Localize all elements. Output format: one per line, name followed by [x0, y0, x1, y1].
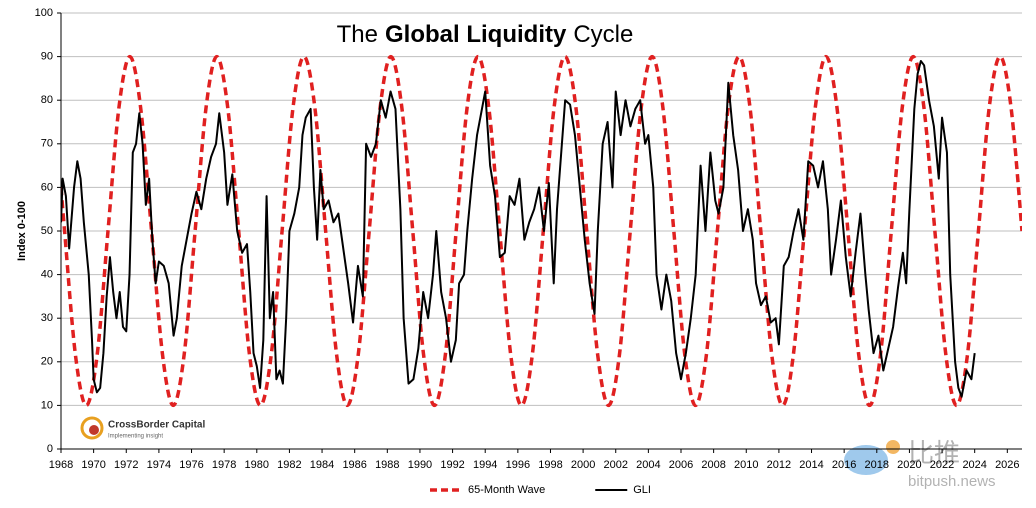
x-tick-label: 2018 — [865, 459, 889, 471]
series-line — [61, 59, 976, 398]
legend-label: 65-Month Wave — [468, 484, 545, 496]
x-tick-label: 1980 — [245, 459, 269, 471]
x-tick-label: 1994 — [473, 459, 497, 471]
x-tick-label: 2016 — [832, 459, 856, 471]
title-part: Global Liquidity — [385, 21, 567, 48]
x-tick-label: 2002 — [603, 459, 627, 471]
x-tick-label: 2010 — [734, 459, 758, 471]
x-tick-label: 2008 — [701, 459, 725, 471]
x-tick-label: 2006 — [669, 459, 693, 471]
logo: CrossBorder Capital Implementing insight — [80, 416, 205, 440]
watermark-site: bitpush.news — [908, 473, 996, 490]
watermark-icon — [886, 440, 900, 454]
y-tick-label: 90 — [41, 51, 53, 63]
y-tick-label: 30 — [41, 312, 53, 324]
logo-tagline: Implementing insight — [108, 434, 163, 440]
x-tick-label: 2024 — [962, 459, 986, 471]
x-tick-label: 1988 — [375, 459, 399, 471]
logo-icon — [80, 416, 104, 440]
x-tick-label: 1992 — [440, 459, 464, 471]
y-tick-label: 40 — [41, 269, 53, 281]
logo-name: CrossBorder Capital — [108, 420, 205, 431]
logo-icon — [89, 425, 99, 435]
y-tick-label: 10 — [41, 399, 53, 411]
x-tick-label: 2026 — [995, 459, 1019, 471]
series-line — [61, 54, 1022, 408]
x-tick-label: 1996 — [506, 459, 530, 471]
chart-title: The Global Liquidity Cycle — [337, 21, 634, 48]
x-tick-label: 1982 — [277, 459, 301, 471]
y-tick-label: 70 — [41, 138, 53, 150]
x-tick-label: 2022 — [930, 459, 954, 471]
x-tick-label: 1986 — [342, 459, 366, 471]
y-axis-label: Index 0-100 — [16, 201, 28, 261]
legend-label: GLI — [633, 484, 651, 496]
x-tick-label: 1968 — [49, 459, 73, 471]
x-tick-label: 1990 — [408, 459, 432, 471]
y-tick-label: 100 — [35, 7, 53, 19]
x-tick-label: 1976 — [179, 459, 203, 471]
title-part: The — [337, 21, 378, 48]
x-tick-label: 2004 — [636, 459, 660, 471]
y-tick-label: 20 — [41, 356, 53, 368]
x-tick-label: 1970 — [81, 459, 105, 471]
y-tick-label: 80 — [41, 94, 53, 106]
x-tick-label: 2020 — [897, 459, 921, 471]
x-tick-label: 1972 — [114, 459, 138, 471]
y-tick-label: 0 — [47, 443, 53, 455]
y-tick-label: 50 — [41, 225, 53, 237]
x-tick-label: 1978 — [212, 459, 236, 471]
x-tick-label: 1974 — [147, 459, 171, 471]
title-part: Cycle — [573, 21, 633, 48]
x-tick-label: 1984 — [310, 459, 334, 471]
x-tick-label: 2014 — [799, 459, 823, 471]
x-tick-label: 2000 — [571, 459, 595, 471]
watermark-name: 比推 — [908, 438, 960, 468]
x-tick-label: 2012 — [767, 459, 791, 471]
x-tick-label: 1998 — [538, 459, 562, 471]
y-tick-label: 60 — [41, 181, 53, 193]
